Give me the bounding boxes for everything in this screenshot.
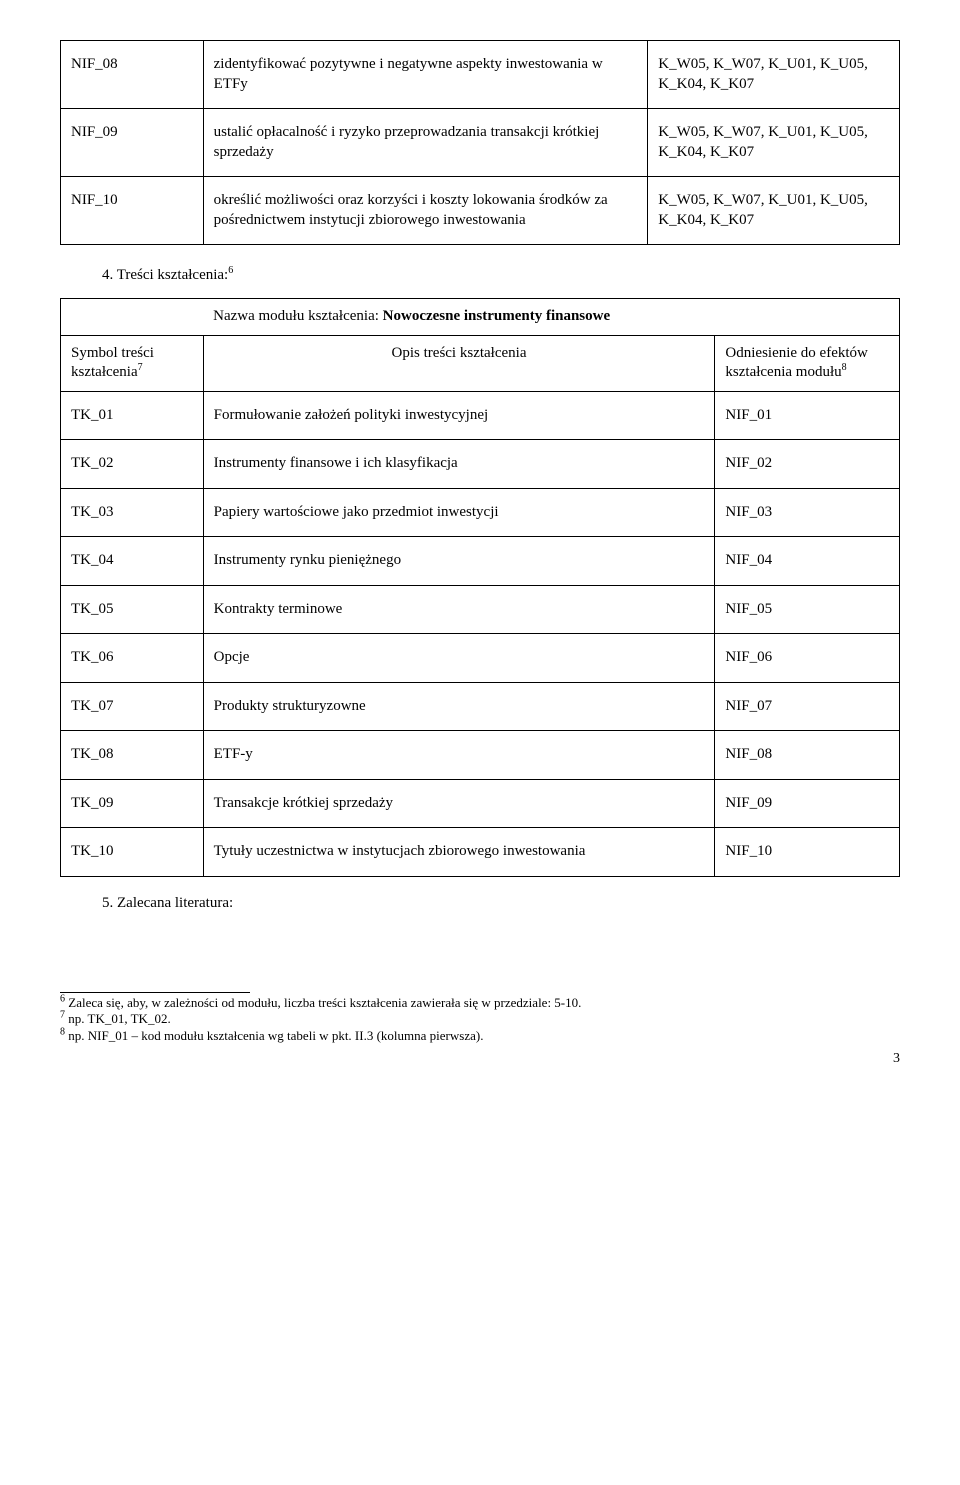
table-cell: Transakcje krótkiej sprzedaży: [203, 779, 715, 828]
sub-col1-sup: 7: [138, 362, 143, 373]
table-row: TK_08ETF-yNIF_08: [61, 731, 900, 780]
footnote-7: 7 np. TK_01, TK_02.: [60, 1011, 900, 1028]
table-nif: NIF_08zidentyfikować pozytywne i negatyw…: [60, 40, 900, 245]
table-cell: Papiery wartościowe jako przedmiot inwes…: [203, 488, 715, 537]
table-cell: K_W05, K_W07, K_U01, K_U05, K_K04, K_K07: [648, 109, 900, 177]
table-cell: K_W05, K_W07, K_U01, K_U05, K_K04, K_K07: [648, 41, 900, 109]
table-cell: zidentyfikować pozytywne i negatywne asp…: [203, 41, 648, 109]
sub-col1-line2: kształcenia: [71, 364, 138, 380]
table-cell: NIF_03: [715, 488, 900, 537]
table-cell: TK_10: [61, 828, 204, 877]
table-row: NIF_09ustalić opłacalność i ryzyko przep…: [61, 109, 900, 177]
table-cell: NIF_08: [61, 41, 204, 109]
table-row: NIF_10określić możliwości oraz korzyści …: [61, 177, 900, 245]
footnote-7-text: np. TK_01, TK_02.: [65, 1011, 171, 1026]
section-5-text: 5. Zalecana literatura:: [102, 895, 233, 911]
section-5-heading: 5. Zalecana literatura:: [102, 895, 900, 912]
footnote-6-text: Zaleca się, aby, w zależności od modułu,…: [65, 995, 581, 1010]
table-cell: Opcje: [203, 634, 715, 683]
table-row: TK_05Kontrakty terminoweNIF_05: [61, 585, 900, 634]
section-4-heading: 4. Treści kształcenia:6: [102, 267, 900, 284]
table-cell: ETF-y: [203, 731, 715, 780]
footnote-6: 6 Zaleca się, aby, w zależności od moduł…: [60, 995, 900, 1012]
sub-col2-text: Opis treści kształcenia: [392, 345, 527, 361]
table-row: TK_03Papiery wartościowe jako przedmiot …: [61, 488, 900, 537]
table-tk-sub-col3: Odniesienie do efektów kształcenia moduł…: [715, 335, 900, 391]
table-cell: TK_08: [61, 731, 204, 780]
table-cell: TK_02: [61, 440, 204, 489]
table-tk: Nazwa modułu kształcenia: Nowoczesne ins…: [60, 298, 900, 877]
footnote-8-text: np. NIF_01 – kod modułu kształcenia wg t…: [65, 1028, 483, 1043]
table-cell: Instrumenty rynku pieniężnego: [203, 537, 715, 586]
sub-col3-line2: kształcenia modułu: [725, 364, 841, 380]
table-tk-header-bold: Nowoczesne instrumenty finansowe: [383, 308, 610, 324]
sub-col3-sup: 8: [842, 362, 847, 373]
table-tk-sub-col1: Symbol treści kształcenia7: [61, 335, 204, 391]
table-row: TK_04Instrumenty rynku pieniężnegoNIF_04: [61, 537, 900, 586]
table-row: TK_10Tytuły uczestnictwa w instytucjach …: [61, 828, 900, 877]
table-cell: Tytuły uczestnictwa w instytucjach zbior…: [203, 828, 715, 877]
table-cell: Produkty strukturyzowne: [203, 682, 715, 731]
table-row: TK_01Formułowanie założeń polityki inwes…: [61, 391, 900, 440]
table-cell: NIF_02: [715, 440, 900, 489]
page-number: 3: [60, 1051, 900, 1067]
table-row: TK_02Instrumenty finansowe i ich klasyfi…: [61, 440, 900, 489]
table-cell: NIF_01: [715, 391, 900, 440]
table-cell: TK_09: [61, 779, 204, 828]
table-cell: NIF_07: [715, 682, 900, 731]
table-row: TK_09Transakcje krótkiej sprzedażyNIF_09: [61, 779, 900, 828]
table-cell: Formułowanie założeń polityki inwestycyj…: [203, 391, 715, 440]
table-cell: TK_01: [61, 391, 204, 440]
table-tk-header-title: Nazwa modułu kształcenia: Nowoczesne ins…: [203, 299, 899, 336]
footnote-8: 8 np. NIF_01 – kod modułu kształcenia wg…: [60, 1028, 900, 1045]
table-cell: NIF_06: [715, 634, 900, 683]
table-cell: NIF_09: [715, 779, 900, 828]
table-cell: TK_04: [61, 537, 204, 586]
table-cell: NIF_08: [715, 731, 900, 780]
table-cell: TK_07: [61, 682, 204, 731]
table-row: TK_06OpcjeNIF_06: [61, 634, 900, 683]
table-cell: K_W05, K_W07, K_U01, K_U05, K_K04, K_K07: [648, 177, 900, 245]
table-cell: Instrumenty finansowe i ich klasyfikacja: [203, 440, 715, 489]
table-row: NIF_08zidentyfikować pozytywne i negatyw…: [61, 41, 900, 109]
sub-col1-line1: Symbol treści: [71, 345, 154, 361]
table-cell: TK_03: [61, 488, 204, 537]
section-4-text: 4. Treści kształcenia:: [102, 267, 228, 283]
table-tk-header-row: Nazwa modułu kształcenia: Nowoczesne ins…: [61, 299, 900, 336]
table-cell: TK_06: [61, 634, 204, 683]
table-cell: NIF_10: [61, 177, 204, 245]
table-cell: NIF_10: [715, 828, 900, 877]
table-tk-sub-col2: Opis treści kształcenia: [203, 335, 715, 391]
table-tk-header-prefix: Nazwa modułu kształcenia:: [213, 308, 383, 324]
table-cell: NIF_09: [61, 109, 204, 177]
table-cell: NIF_05: [715, 585, 900, 634]
table-tk-subheader-row: Symbol treści kształcenia7 Opis treści k…: [61, 335, 900, 391]
table-cell: Kontrakty terminowe: [203, 585, 715, 634]
section-4-sup: 6: [228, 265, 233, 276]
table-cell: ustalić opłacalność i ryzyko przeprowadz…: [203, 109, 648, 177]
footnotes: 6 Zaleca się, aby, w zależności od moduł…: [60, 995, 900, 1046]
table-cell: określić możliwości oraz korzyści i kosz…: [203, 177, 648, 245]
sub-col3-line1: Odniesienie do efektów: [725, 345, 867, 361]
table-tk-header-empty: [61, 299, 204, 336]
table-row: TK_07Produkty strukturyzowneNIF_07: [61, 682, 900, 731]
table-cell: NIF_04: [715, 537, 900, 586]
table-cell: TK_05: [61, 585, 204, 634]
